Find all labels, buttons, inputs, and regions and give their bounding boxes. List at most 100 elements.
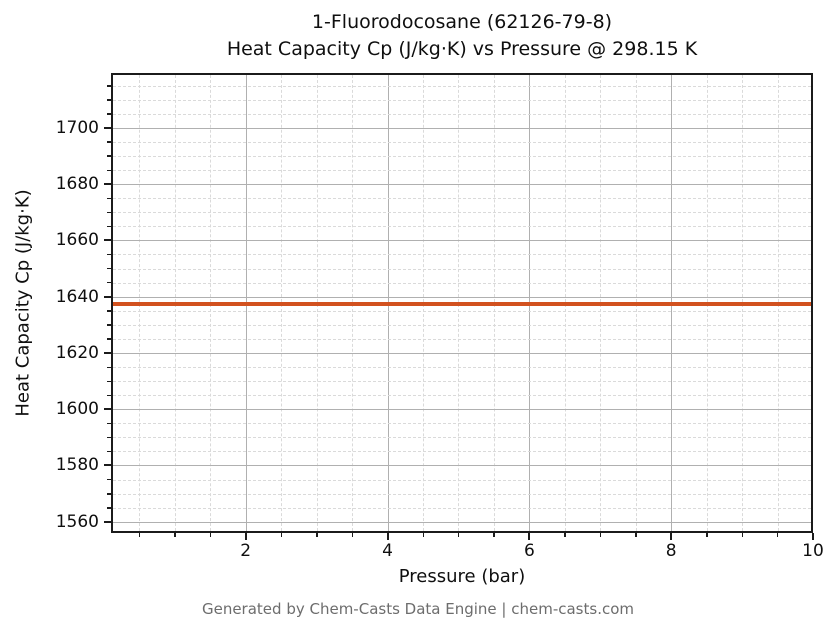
x-minor-tick	[599, 533, 602, 537]
y-minor-tick	[107, 507, 111, 509]
gridline-y-minor	[113, 423, 811, 425]
x-minor-tick	[351, 533, 353, 537]
y-tick-label: 1700	[55, 117, 99, 138]
gridline-y-minor	[113, 99, 811, 101]
y-minor-tick	[107, 324, 111, 326]
y-minor-tick	[107, 436, 111, 439]
data-series-line	[113, 301, 811, 306]
gridline-y-major	[113, 127, 811, 129]
y-minor-tick	[107, 338, 111, 340]
y-minor-tick	[107, 253, 111, 256]
x-minor-tick	[493, 533, 495, 537]
gridline-y-minor	[113, 226, 811, 228]
x-major-tick	[386, 533, 389, 540]
gridline-y-minor	[113, 451, 811, 453]
y-tick-label: 1600	[55, 399, 99, 420]
y-minor-tick	[107, 99, 111, 101]
y-major-tick	[104, 351, 111, 354]
gridline-y-minor	[113, 212, 811, 214]
x-minor-tick	[209, 533, 212, 537]
y-major-tick	[104, 126, 111, 129]
y-minor-tick	[107, 380, 111, 382]
y-major-tick	[104, 183, 111, 186]
gridline-y-major	[113, 240, 811, 242]
y-minor-tick	[107, 479, 111, 481]
x-tick-label: 6	[523, 541, 535, 561]
gridline-y-minor	[113, 141, 811, 143]
x-minor-tick	[422, 533, 424, 537]
y-minor-tick	[107, 366, 111, 368]
gridline-y-minor	[113, 338, 811, 340]
gridline-y-minor	[113, 395, 811, 397]
x-major-tick	[670, 533, 673, 540]
gridline-y-major	[113, 184, 811, 186]
x-minor-tick	[635, 533, 637, 537]
gridline-y-minor	[113, 85, 811, 87]
y-minor-tick	[107, 211, 111, 214]
x-major-tick	[244, 533, 247, 540]
y-tick-label: 1580	[55, 455, 99, 476]
gridline-y-minor	[113, 310, 811, 312]
y-minor-tick	[107, 85, 111, 87]
y-minor-tick	[107, 197, 111, 200]
x-major-tick	[812, 533, 814, 540]
gridline-y-minor	[113, 155, 811, 157]
x-minor-tick	[706, 533, 708, 537]
gridline-y-major	[113, 296, 811, 298]
y-tick-label: 1620	[55, 342, 99, 363]
x-minor-tick	[138, 533, 141, 537]
y-major-tick	[104, 464, 111, 467]
watermark-credit: Generated by Chem-Casts Data Engine | ch…	[201, 600, 635, 618]
y-minor-tick	[107, 422, 111, 425]
y-minor-tick	[107, 310, 111, 312]
chart-title-block: 1-Fluorodocosane (62126-79-8) Heat Capac…	[111, 9, 813, 63]
gridline-y-major	[113, 465, 811, 467]
gridline-y-minor	[113, 170, 811, 172]
plot-area	[111, 73, 813, 533]
y-major-tick	[104, 295, 111, 298]
y-minor-tick	[107, 113, 111, 115]
y-minor-tick	[107, 225, 111, 228]
y-minor-tick	[107, 169, 111, 171]
y-minor-tick	[107, 268, 111, 270]
y-tick-label: 1560	[55, 511, 99, 532]
x-minor-tick	[174, 533, 176, 537]
y-minor-tick	[107, 394, 111, 397]
x-tick-label: 4	[382, 541, 393, 561]
gridline-y-major	[113, 409, 811, 411]
gridline-y-major	[113, 521, 811, 523]
gridline-y-minor	[113, 381, 811, 383]
gridline-y-minor	[113, 437, 811, 439]
y-minor-tick	[107, 155, 111, 157]
x-minor-tick	[316, 533, 318, 537]
y-major-tick	[104, 520, 111, 523]
y-major-tick	[104, 239, 111, 242]
x-minor-tick	[457, 533, 460, 537]
x-tick-label: 10	[802, 541, 824, 561]
y-tick-label: 1640	[55, 286, 99, 307]
x-tick-label: 2	[240, 541, 252, 561]
chart-title: 1-Fluorodocosane (62126-79-8)	[311, 11, 613, 33]
gridline-y-major	[113, 352, 811, 354]
x-major-tick	[528, 533, 531, 540]
gridline-y-minor	[113, 507, 811, 509]
y-minor-tick	[107, 141, 111, 143]
gridline-y-minor	[113, 324, 811, 326]
gridline-y-minor	[113, 493, 811, 495]
gridline-y-minor	[113, 254, 811, 256]
gridline-y-minor	[113, 479, 811, 481]
x-minor-tick	[777, 533, 779, 537]
gridline-y-minor	[113, 198, 811, 200]
x-axis-title: Pressure (bar)	[398, 566, 526, 587]
x-minor-tick	[564, 533, 566, 537]
y-minor-tick	[107, 450, 111, 453]
x-tick-label: 8	[665, 541, 677, 561]
gridline-y-minor	[113, 113, 811, 115]
x-minor-tick	[741, 533, 743, 537]
chart-subtitle: Heat Capacity Cp (J/kg·K) vs Pressure @ …	[226, 38, 698, 60]
y-minor-tick	[107, 282, 111, 284]
y-tick-label: 1680	[55, 174, 99, 195]
x-minor-tick	[280, 533, 283, 537]
gridline-y-minor	[113, 282, 811, 284]
